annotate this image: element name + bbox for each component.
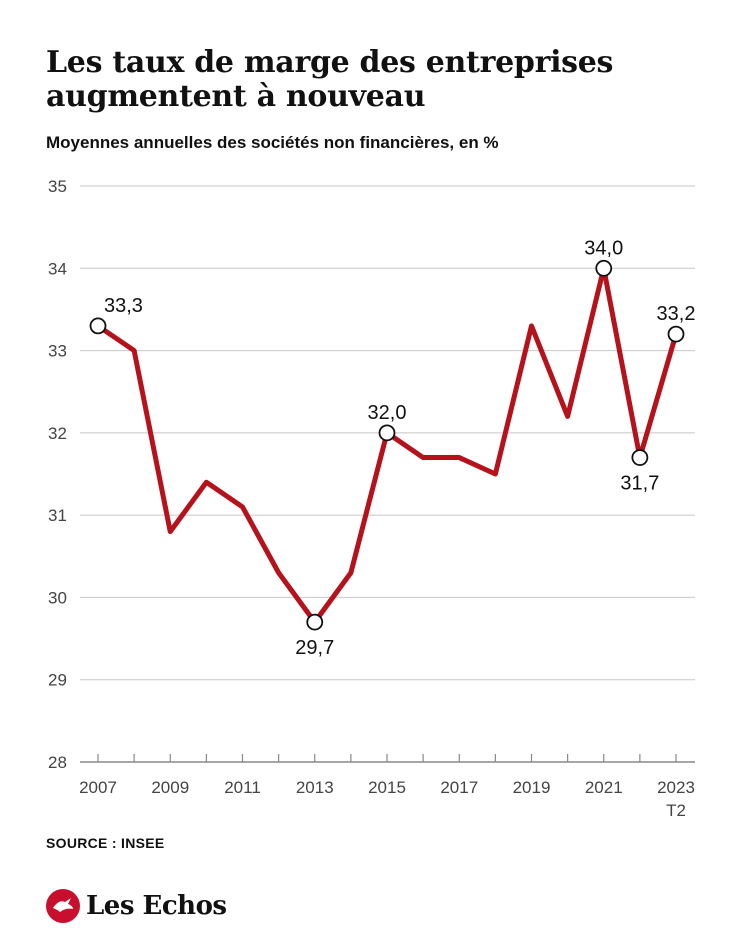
y-tick-label: 34: [48, 259, 67, 278]
x-tick-label: 2021: [585, 778, 623, 797]
y-tick-label: 32: [48, 424, 67, 443]
x-tick-label: 2013: [296, 778, 334, 797]
y-tick-label: 33: [48, 342, 67, 361]
x-tick-label: 2023: [657, 778, 695, 797]
x-tick-sublabel: T2: [666, 801, 686, 820]
data-label: 33,2: [657, 303, 696, 325]
line-chart: 28 29 30 31 32 33 34 35 2007 2009 2011 2013 2015 2017…: [48, 177, 696, 820]
x-tick-label: 2015: [368, 778, 406, 797]
data-label: 33,3: [104, 295, 143, 317]
y-tick-label: 35: [48, 177, 67, 196]
y-tick-label: 28: [48, 753, 67, 772]
data-point-marker: [89, 317, 107, 335]
y-tick-label: 31: [48, 506, 67, 525]
x-tick-label: 2019: [513, 778, 551, 797]
data-point-marker: [667, 325, 685, 343]
data-point-marker: [631, 449, 649, 466]
x-tick-label: 2009: [151, 778, 189, 797]
chart-subtitle: Moyennes annuelles des sociétés non fina…: [46, 133, 499, 152]
source-note: SOURCE : INSEE: [46, 835, 165, 851]
x-tick-label: 2011: [224, 778, 261, 797]
data-label: 34,0: [584, 237, 623, 259]
x-tick-label: 2017: [440, 778, 478, 797]
data-label: 31,7: [620, 473, 659, 495]
chart-title: Les taux de marge des entreprises augmen…: [46, 45, 614, 114]
y-tick-label: 29: [48, 671, 67, 690]
data-point-marker: [595, 259, 613, 277]
data-point-marker: [378, 424, 396, 442]
x-tick-label: 2007: [79, 778, 117, 797]
y-tick-label: 30: [48, 588, 67, 607]
data-label: 32,0: [368, 402, 407, 424]
data-point-marker: [306, 613, 324, 631]
les-echos-bird-icon: [46, 889, 80, 923]
series-line: [95, 265, 679, 625]
brand-name: Les Echos: [86, 891, 227, 921]
data-label: 29,7: [295, 637, 334, 659]
brand-logo: Les Echos: [46, 888, 227, 924]
